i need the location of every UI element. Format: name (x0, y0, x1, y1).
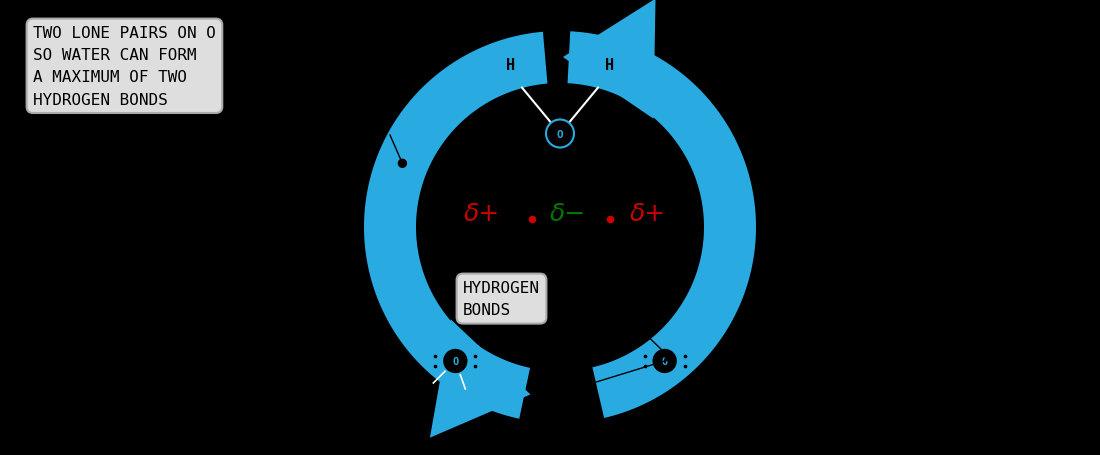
Text: δ+: δ+ (464, 202, 500, 226)
Text: δ−: δ− (550, 202, 586, 226)
Circle shape (359, 27, 761, 428)
Text: TWO LONE PAIRS ON O
SO WATER CAN FORM
A MAXIMUM OF TWO
HYDROGEN BONDS: TWO LONE PAIRS ON O SO WATER CAN FORM A … (33, 26, 216, 107)
Polygon shape (568, 32, 756, 418)
Text: HYDROGEN
BONDS: HYDROGEN BONDS (463, 280, 540, 318)
Text: H: H (605, 58, 614, 73)
Text: H: H (506, 58, 515, 73)
Circle shape (546, 120, 574, 148)
Text: δ+: δ+ (630, 202, 667, 226)
Circle shape (666, 354, 673, 361)
Circle shape (398, 160, 406, 168)
Circle shape (651, 348, 678, 374)
Circle shape (442, 348, 469, 374)
Circle shape (419, 87, 701, 368)
Polygon shape (364, 33, 548, 419)
Text: O: O (557, 129, 563, 139)
Text: O: O (661, 356, 668, 366)
Polygon shape (563, 0, 656, 119)
Text: O: O (452, 356, 459, 366)
Polygon shape (430, 320, 530, 438)
